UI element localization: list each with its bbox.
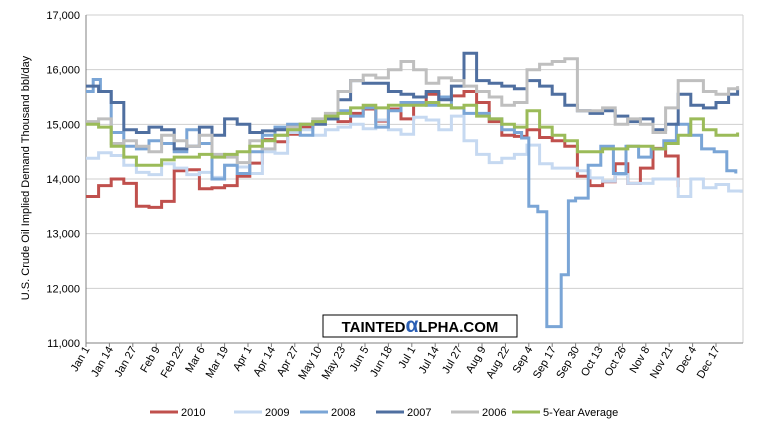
- watermark: TAINTEDαLPHA.COM: [322, 314, 518, 338]
- legend-label: 2006: [482, 407, 506, 419]
- watermark-part2: LPHA.COM: [418, 319, 498, 336]
- legend-label: 2007: [407, 407, 431, 419]
- watermark-alpha-mark: α: [405, 314, 418, 337]
- y-tick-label: 15,000: [46, 119, 80, 131]
- legend-label: 2008: [331, 407, 355, 419]
- watermark-text: TAINTEDαLPHA.COM: [342, 314, 499, 337]
- watermark-frame: [322, 314, 518, 338]
- series-line-5-year-average: [86, 101, 740, 167]
- y-tick-label: 17,000: [46, 10, 80, 22]
- legend-label: 2010: [181, 407, 205, 419]
- legend-label: 5-Year Average: [543, 407, 618, 419]
- legend: 2010 2009 2008 2007 2006 5-Year Average: [150, 407, 618, 419]
- y-tick-label: 11,000: [47, 338, 80, 350]
- legend-label: 2009: [265, 407, 289, 419]
- series-lines: [86, 51, 743, 329]
- y-tick-label: 13,000: [46, 229, 80, 241]
- y-tick-label: 16,000: [46, 65, 80, 77]
- y-axis-label: U.S. Crude Oil Implied Demand Thousand b…: [20, 55, 32, 300]
- series-line-2009: [86, 114, 743, 198]
- watermark-part1: TAINTED: [342, 319, 406, 336]
- y-tick-label: 12,000: [46, 283, 80, 295]
- y-tick-labels: 11,000 12,000 13,000 14,000 15,000 16,000 17,0…: [46, 10, 80, 350]
- y-tick-label: 14,000: [46, 174, 80, 186]
- series-line-2006: [86, 57, 740, 165]
